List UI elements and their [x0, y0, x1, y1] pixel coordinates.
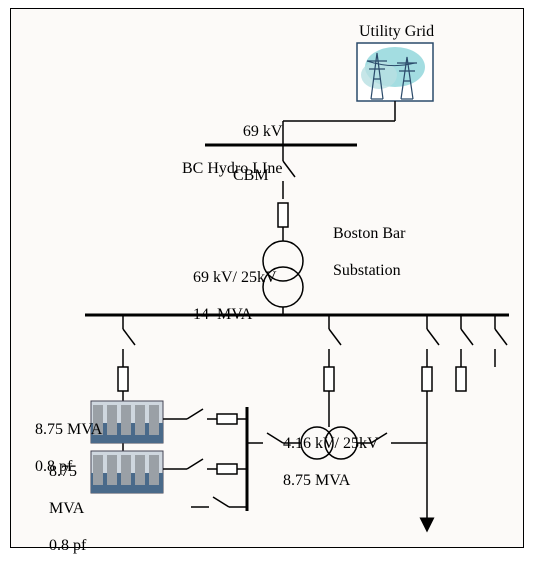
xfmr2-top: 4.16 kV/ 25kV — [283, 435, 379, 452]
xfmr1-label: 69 kV/ 25kV 14 MVA — [177, 251, 277, 343]
xfmr2-bottom: 8.75 MVA — [283, 472, 350, 489]
feeder-3 — [422, 315, 439, 525]
feeder-2 — [324, 315, 341, 417]
breaker-cbm — [283, 145, 295, 199]
substation-top: Boston Bar — [333, 225, 405, 242]
spare-breaker — [191, 497, 247, 507]
hv-line-kv: 69 kV — [243, 123, 283, 140]
xfmr1-bottom: 14 MVA — [193, 306, 252, 323]
xfmr2-label: 4.16 kV/ 25kV 8.75 MVA — [267, 417, 379, 509]
gen2-top: 8.75 — [49, 463, 77, 480]
utility-grid-label: Utility Grid — [359, 23, 434, 41]
gen1-connection — [163, 409, 247, 424]
gen2-connection — [163, 459, 247, 474]
utility-grid-icon — [357, 43, 433, 101]
diagram-frame: Utility Grid 69 kV BC Hydro LIne CBM Bos… — [10, 8, 524, 548]
xfmr1-top: 69 kV/ 25kV — [193, 269, 277, 286]
fuse-top — [278, 203, 288, 227]
breaker-xfmr2-right — [371, 433, 427, 443]
gen2-bottom: 0.8 pf — [49, 537, 86, 554]
substation-bottom: Substation — [333, 262, 401, 279]
cbm-label: CBM — [233, 167, 269, 185]
gen1-top: 8.75 MVA — [35, 421, 102, 438]
feeder-4 — [456, 315, 473, 391]
feeder-1 — [118, 315, 135, 407]
gen2-label: 8.75 MVA 0.8 pf — [33, 445, 86, 574]
gen2-mid: MVA — [49, 500, 84, 517]
feeder-5 — [495, 315, 507, 367]
substation-label: Boston Bar Substation — [317, 207, 405, 299]
